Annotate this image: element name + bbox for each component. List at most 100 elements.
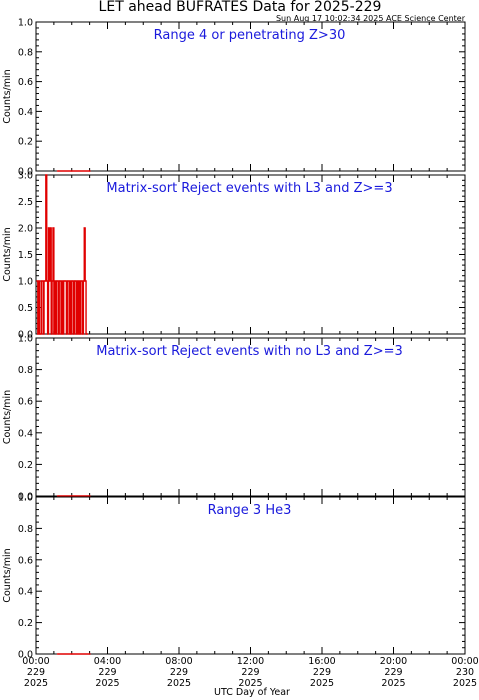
y-tick-label: 0.0 bbox=[18, 167, 33, 178]
x-tick-day: 229 bbox=[241, 667, 259, 678]
y-tick-label: 0.6 bbox=[18, 77, 33, 88]
data-point bbox=[58, 280, 60, 282]
data-point bbox=[72, 280, 74, 282]
y-tick-label: 0.2 bbox=[18, 618, 33, 629]
data-point bbox=[73, 280, 76, 282]
data-point bbox=[62, 333, 64, 335]
data-point bbox=[47, 333, 49, 335]
data-point bbox=[38, 280, 40, 282]
x-tick-time: 04:00 bbox=[94, 656, 121, 667]
x-tick-day: 229 bbox=[170, 667, 188, 678]
data-point bbox=[43, 280, 45, 282]
data-point bbox=[50, 333, 52, 335]
data-point bbox=[85, 333, 87, 335]
data-point bbox=[89, 495, 91, 497]
data-point bbox=[67, 280, 69, 282]
x-tick-time: 16:00 bbox=[308, 656, 335, 667]
panel-frame bbox=[35, 337, 466, 497]
x-tick-day: 229 bbox=[384, 667, 402, 678]
data-point bbox=[46, 280, 48, 282]
x-tick-year: 2025 bbox=[167, 678, 191, 689]
data-point bbox=[64, 280, 67, 282]
y-tick-label: 0.8 bbox=[18, 365, 33, 376]
x-tick-day: 230 bbox=[456, 667, 474, 678]
data-point bbox=[48, 280, 51, 282]
x-tick-year: 2025 bbox=[453, 678, 477, 689]
chart-main-title: LET ahead BUFRATES Data for 2025-229 bbox=[99, 0, 382, 15]
data-point bbox=[79, 333, 81, 335]
data-point bbox=[45, 174, 47, 176]
x-tick-year: 2025 bbox=[95, 678, 119, 689]
panel-frame bbox=[35, 496, 466, 655]
data-point bbox=[72, 333, 75, 335]
panel-frame bbox=[35, 21, 466, 172]
x-tick-year: 2025 bbox=[381, 678, 405, 689]
panel-title: Range 3 He3 bbox=[208, 503, 292, 518]
panel-title: Matrix-sort Reject events with no L3 and… bbox=[96, 344, 403, 359]
x-tick-year: 2025 bbox=[238, 678, 262, 689]
data-point bbox=[84, 280, 86, 282]
y-tick-label: 2.5 bbox=[18, 197, 33, 208]
x-tick-time: 00:00 bbox=[22, 656, 49, 667]
data-point bbox=[47, 227, 50, 229]
panel-title: Matrix-sort Reject events with L3 and Z>… bbox=[106, 181, 392, 196]
data-point bbox=[56, 653, 59, 655]
y-tick-label: 0.0 bbox=[18, 650, 33, 661]
data-point bbox=[80, 280, 82, 282]
data-point bbox=[44, 280, 46, 282]
y-tick-label: 0.5 bbox=[18, 303, 33, 314]
data-point bbox=[55, 333, 57, 335]
data-point bbox=[49, 227, 51, 229]
data-point bbox=[71, 495, 73, 497]
y-tick-label: 3.0 bbox=[18, 171, 33, 182]
data-point bbox=[63, 280, 65, 282]
y-tick-label: 0.4 bbox=[18, 107, 33, 118]
data-series-line bbox=[36, 174, 88, 335]
data-point bbox=[68, 333, 70, 335]
data-point bbox=[40, 280, 42, 282]
y-axis-label: Counts/min bbox=[2, 69, 13, 123]
data-point bbox=[82, 280, 84, 282]
data-point bbox=[78, 280, 80, 282]
data-point bbox=[36, 280, 38, 282]
x-tick-day: 229 bbox=[98, 667, 116, 678]
x-tick-day: 229 bbox=[27, 667, 45, 678]
y-tick-label: 1.5 bbox=[18, 250, 33, 261]
data-point bbox=[69, 280, 71, 282]
data-point bbox=[56, 280, 59, 282]
y-tick-label: 1.0 bbox=[18, 493, 33, 504]
y-tick-label: 1.0 bbox=[18, 334, 33, 345]
data-point bbox=[56, 495, 59, 497]
y-axis-label: Counts/min bbox=[2, 227, 13, 281]
x-tick-time: 20:00 bbox=[380, 656, 407, 667]
data-point bbox=[89, 653, 91, 655]
data-point bbox=[64, 280, 66, 282]
panel-1: Range 4 or penetrating Z>30 0.0 0.2 0.4 0.6 0… bbox=[2, 18, 466, 178]
y-tick-label: 0.4 bbox=[18, 428, 33, 439]
data-point bbox=[74, 280, 76, 282]
y-tick-label: 1.0 bbox=[18, 18, 33, 29]
x-axis-label: UTC Day of Year bbox=[214, 687, 290, 698]
data-point bbox=[56, 170, 59, 172]
y-tick-label: 0.4 bbox=[18, 587, 33, 598]
data-point bbox=[53, 333, 55, 335]
x-tick-time: 08:00 bbox=[165, 656, 192, 667]
data-point bbox=[65, 333, 67, 335]
x-tick-day: 229 bbox=[313, 667, 331, 678]
y-tick-label: 0.8 bbox=[18, 47, 33, 58]
data-point bbox=[71, 280, 73, 282]
data-point bbox=[37, 333, 39, 335]
y-tick-label: 0.2 bbox=[18, 137, 33, 148]
y-tick-label: 0.0 bbox=[18, 492, 33, 503]
data-point bbox=[83, 227, 85, 229]
panel-4: Range 3 He3 0.0 0.2 0.4 0.6 0.8 1.0 Counts/min bbox=[2, 493, 466, 661]
y-tick-label: 0.8 bbox=[18, 524, 33, 535]
data-point bbox=[77, 333, 79, 335]
data-point bbox=[89, 170, 91, 172]
x-tick-time: 12:00 bbox=[237, 656, 264, 667]
panels: Range 4 or penetrating Z>30 0.0 0.2 0.4 0.6 0… bbox=[2, 18, 479, 690]
data-point bbox=[39, 333, 42, 335]
data-point bbox=[42, 333, 44, 335]
panel-3: Matrix-sort Reject events with no L3 and… bbox=[2, 334, 466, 503]
